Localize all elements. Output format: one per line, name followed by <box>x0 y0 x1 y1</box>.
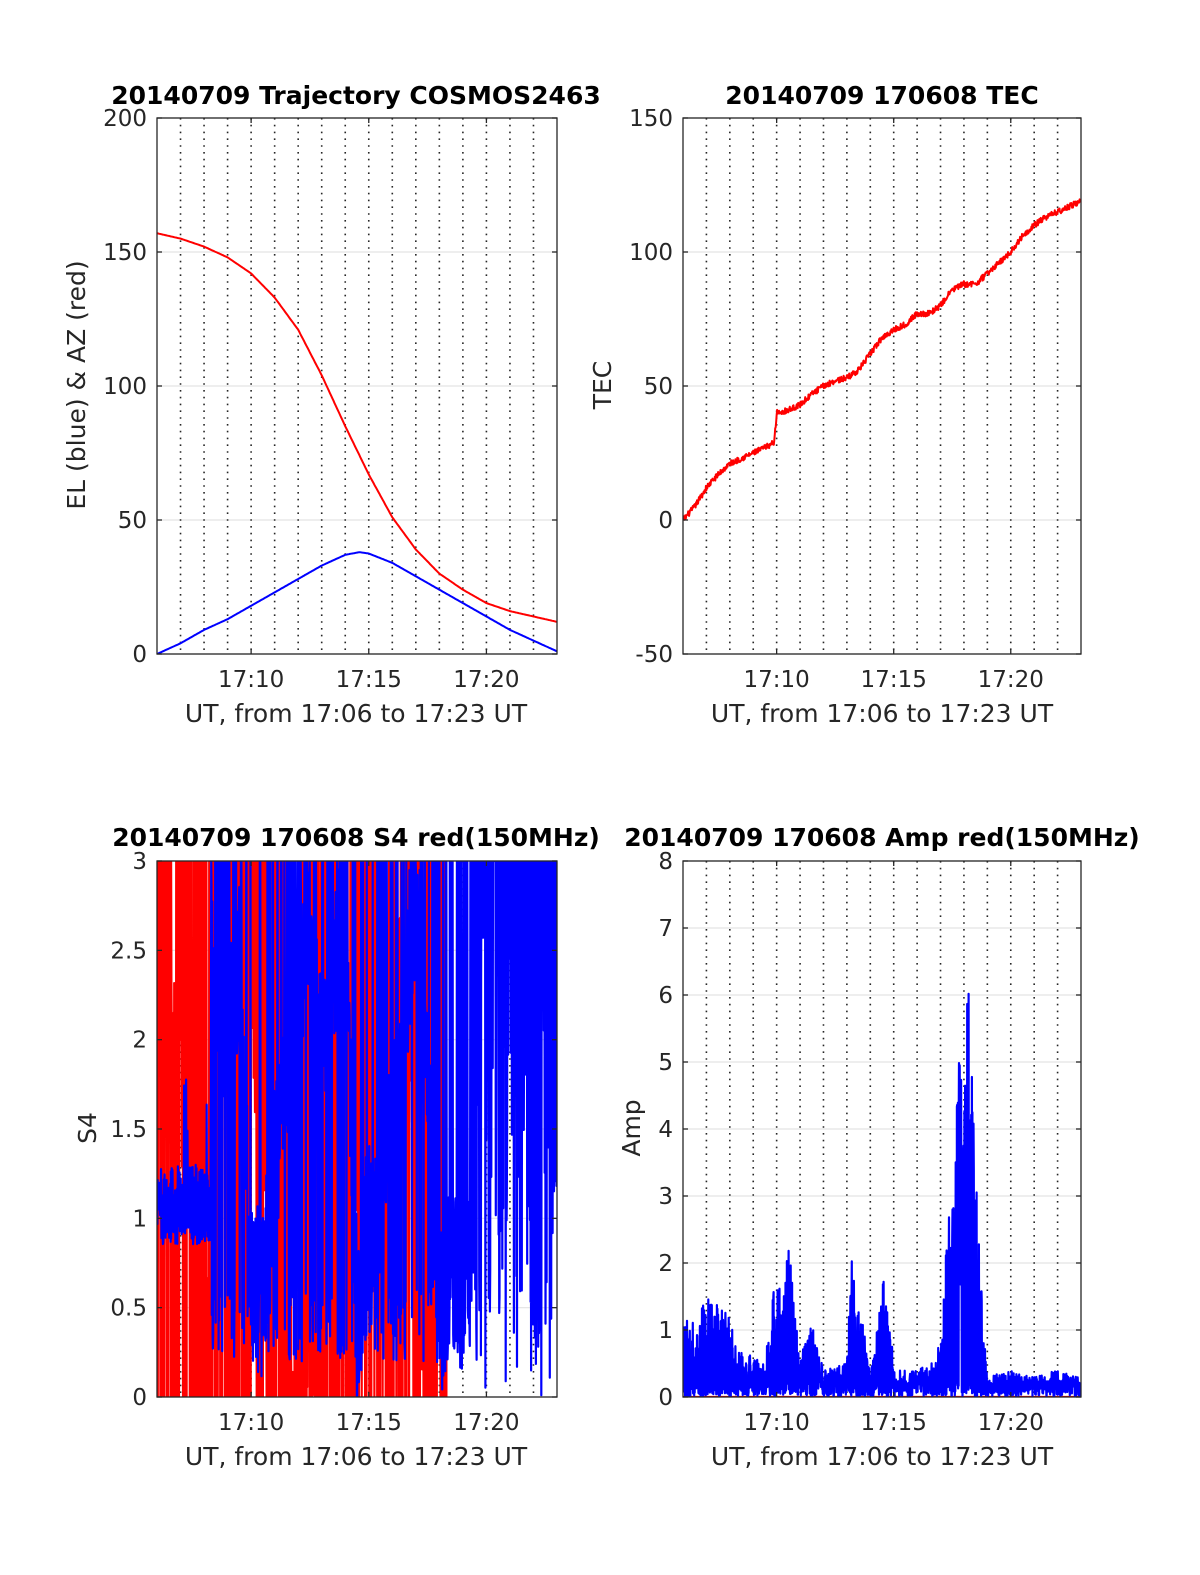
series-group <box>157 232 557 654</box>
x-axis-label: UT, from 17:06 to 17:23 UT <box>185 1442 528 1471</box>
y-tick-label: 8 <box>658 849 673 875</box>
chart-title: 20140709 170608 Amp red(150MHz) <box>624 823 1140 852</box>
series-line <box>157 232 557 623</box>
y-tick-label: 50 <box>118 508 147 534</box>
x-tick-label: 17:10 <box>743 1410 809 1436</box>
y-tick-label: 0 <box>132 1385 147 1411</box>
y-tick-label: 0 <box>132 642 147 668</box>
y-tick-label: 2 <box>658 1251 673 1277</box>
y-tick-label: 0 <box>658 1385 673 1411</box>
y-tick-label: 100 <box>103 374 147 400</box>
plot-area: 0 1 2 3 4 5 6 7 8 17:10 17:15 17:20 <box>658 849 1082 1436</box>
y-tick-label: 50 <box>644 374 673 400</box>
panel-tec: -50 0 50 100 150 17:10 17:15 17:20 20140709 170… <box>588 81 1082 728</box>
panel-trajectory: 0 50 100 150 200 17:10 17:15 17:20 20140709 Tra… <box>62 81 601 728</box>
chart-title: 20140709 170608 TEC <box>725 81 1038 110</box>
y-tick-label: 7 <box>658 916 673 942</box>
x-axis-label: UT, from 17:06 to 17:23 UT <box>711 1442 1054 1471</box>
y-tick-label: 2 <box>132 1028 147 1054</box>
x-tick-label: 17:20 <box>453 667 519 693</box>
y-axis-label: EL (blue) & AZ (red) <box>62 260 91 509</box>
y-tick-label: 0.5 <box>110 1296 147 1322</box>
series-line <box>683 198 1081 521</box>
y-tick-label: 5 <box>658 1050 673 1076</box>
x-tick-label: 17:10 <box>218 667 284 693</box>
series-group <box>683 198 1081 521</box>
x-tick-label: 17:15 <box>861 1410 927 1436</box>
y-tick-label: 1 <box>658 1318 673 1344</box>
panel-s4: 0 0.5 1 1.5 2 2.5 3 17:10 17:15 17:20 20140709 17… <box>73 823 600 1471</box>
series-line <box>157 551 557 654</box>
x-tick-label: 17:15 <box>336 667 402 693</box>
x-axis-label: UT, from 17:06 to 17:23 UT <box>711 699 1054 728</box>
y-tick-label: 4 <box>658 1117 673 1143</box>
series-line <box>157 861 557 1397</box>
x-tick-label: 17:15 <box>336 1410 402 1436</box>
x-tick-label: 17:20 <box>978 667 1044 693</box>
x-tick-label: 17:10 <box>743 667 809 693</box>
y-tick-label: 150 <box>629 106 673 132</box>
y-axis-label: S4 <box>73 1112 102 1144</box>
y-tick-label: 150 <box>103 240 147 266</box>
plot-area: -50 0 50 100 150 17:10 17:15 17:20 <box>629 106 1082 693</box>
y-tick-label: 3 <box>132 849 147 875</box>
x-tick-label: 17:20 <box>978 1410 1044 1436</box>
y-tick-label: 3 <box>658 1184 673 1210</box>
y-tick-label: 0 <box>658 508 673 534</box>
panel-amp: 0 1 2 3 4 5 6 7 8 17:10 17:15 17:20 20140709 170608… <box>617 823 1140 1471</box>
x-tick-label: 17:10 <box>218 1410 284 1436</box>
x-tick-label: 17:20 <box>453 1410 519 1436</box>
y-tick-label: -50 <box>635 642 673 668</box>
y-tick-label: 1 <box>132 1206 147 1232</box>
chart-title: 20140709 170608 S4 red(150MHz) <box>112 823 600 852</box>
series-line <box>683 992 1081 1397</box>
x-tick-label: 17:15 <box>861 667 927 693</box>
series-group <box>157 861 557 1397</box>
x-axis-label: UT, from 17:06 to 17:23 UT <box>185 699 528 728</box>
series-group <box>683 992 1081 1397</box>
y-tick-label: 100 <box>629 240 673 266</box>
y-tick-label: 6 <box>658 983 673 1009</box>
y-tick-label: 2.5 <box>110 938 147 964</box>
y-tick-label: 200 <box>103 106 147 132</box>
y-axis-label: Amp <box>617 1099 646 1156</box>
y-tick-label: 1.5 <box>110 1117 147 1143</box>
plot-area: 0 50 100 150 200 17:10 17:15 17:20 <box>103 106 558 693</box>
chart-title: 20140709 Trajectory COSMOS2463 <box>111 81 601 110</box>
plot-area: 0 0.5 1 1.5 2 2.5 3 17:10 17:15 17:20 <box>110 849 558 1436</box>
y-axis-label: TEC <box>588 361 617 411</box>
